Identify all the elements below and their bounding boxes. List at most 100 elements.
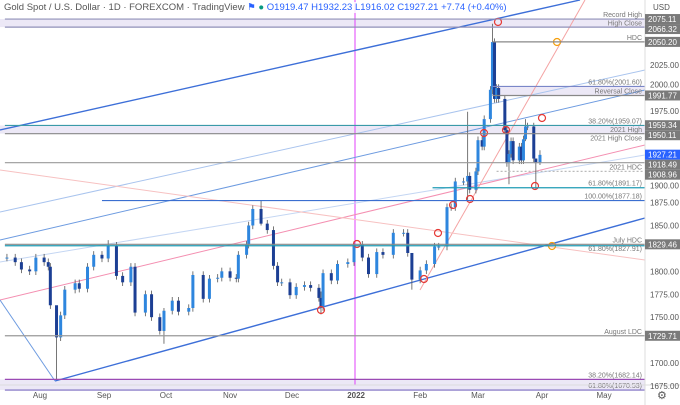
candle — [468, 172, 472, 194]
candle — [19, 258, 23, 274]
marker — [530, 181, 540, 191]
candle — [476, 136, 480, 176]
candle — [207, 274, 211, 303]
candle — [466, 111, 470, 200]
level-label: 61.80%(1891.17) — [588, 181, 642, 188]
candle — [276, 262, 280, 286]
channel-mid — [0, 69, 646, 213]
x-tick-label: Mar — [471, 391, 485, 400]
x-tick-label: Nov — [223, 391, 237, 400]
y-tick-label: 1850.00 — [650, 221, 679, 230]
candle — [532, 122, 536, 163]
candle — [433, 242, 437, 268]
level-label: 2021 HDC — [609, 164, 642, 171]
marker — [537, 113, 547, 123]
marker — [419, 274, 429, 284]
candle — [490, 23, 494, 95]
zone-band — [0, 19, 645, 28]
candle — [474, 167, 478, 194]
y-tick-label: 1775.00 — [650, 290, 679, 299]
price-tag-label: 2050.20 — [648, 38, 677, 47]
candle — [526, 122, 530, 131]
price-tag-label: 1991.77 — [648, 91, 677, 100]
candle — [121, 272, 125, 286]
candle — [336, 260, 340, 285]
candle — [497, 84, 501, 103]
ohlc-close: C1927.21 — [397, 2, 439, 13]
candle — [176, 297, 180, 316]
level-label: 38.20%(1682.14) — [588, 372, 642, 379]
candle — [13, 253, 17, 266]
candle — [228, 267, 232, 282]
y-tick-label: 1700.00 — [650, 359, 679, 368]
level-label: 61.80%(1670.53) — [588, 383, 642, 390]
candle — [462, 177, 466, 186]
price-tag-label: 2075.11 — [648, 15, 677, 24]
ohlc-change: +7.74 (+0.40%) — [441, 2, 507, 13]
candle — [424, 260, 428, 275]
candle — [482, 115, 486, 151]
candle — [319, 291, 323, 315]
level-label: 61.80%(1827.91) — [588, 246, 642, 253]
candle — [191, 271, 195, 312]
price-tag-label: 1829.46 — [648, 240, 677, 249]
x-tick-label: Dec — [285, 391, 299, 400]
settings-gear-icon[interactable]: ⚙ — [657, 390, 667, 402]
marker — [448, 200, 458, 210]
level-label: HDC — [627, 35, 642, 42]
candle — [321, 269, 325, 311]
zone-band — [492, 86, 645, 96]
candle — [63, 285, 67, 320]
time-axis[interactable]: Aug Sep Oct Nov Dec 2022 Feb Mar Apr May — [33, 391, 612, 400]
ohlc-high: H1932.23 — [311, 2, 353, 13]
currency-selector[interactable]: USD — [653, 3, 670, 12]
channel-upper — [0, 0, 581, 131]
x-tick-label: Apr — [536, 391, 549, 400]
channel-mid-2 — [0, 89, 646, 241]
y-tick-label: 1975.00 — [650, 107, 679, 116]
y-tick-label: 2000.00 — [650, 80, 679, 89]
candle — [317, 284, 321, 302]
marker — [479, 128, 489, 138]
x-tick-label: Oct — [160, 391, 173, 400]
candles — [5, 23, 542, 380]
x-tick-label: Aug — [33, 391, 47, 400]
candle — [236, 251, 240, 283]
price-tag — [645, 90, 680, 101]
price-tag-label: 1959.34 — [648, 121, 677, 130]
candle — [410, 252, 414, 290]
candle — [187, 304, 191, 316]
price-tag-label: 1950.11 — [648, 131, 677, 140]
candle — [170, 297, 174, 315]
candle — [511, 137, 515, 165]
price-tag — [645, 239, 680, 250]
candle — [517, 142, 521, 165]
candle — [309, 281, 313, 292]
candle — [86, 263, 90, 293]
candle — [288, 278, 292, 299]
candle — [406, 229, 410, 257]
candle — [59, 311, 63, 342]
price-tag-label: 2066.32 — [648, 25, 677, 34]
candle — [259, 200, 263, 226]
candle — [34, 253, 38, 275]
price-tag — [645, 159, 680, 170]
candle — [280, 278, 284, 286]
candle — [480, 136, 484, 151]
candle — [507, 150, 511, 185]
level-label: August LDC — [604, 329, 642, 336]
candle — [77, 279, 81, 293]
candle — [346, 258, 350, 268]
y-tick-label: 1750.00 — [650, 313, 679, 322]
candle — [453, 177, 457, 211]
y-tick-label: 1800.00 — [650, 267, 679, 276]
x-tick-label: Feb — [413, 391, 427, 400]
candle — [201, 271, 205, 303]
trendlines — [0, 0, 646, 385]
flag-icon[interactable]: ⚑ — [247, 2, 256, 13]
zone-band — [0, 125, 645, 134]
candle — [46, 258, 50, 271]
candle — [488, 86, 492, 123]
